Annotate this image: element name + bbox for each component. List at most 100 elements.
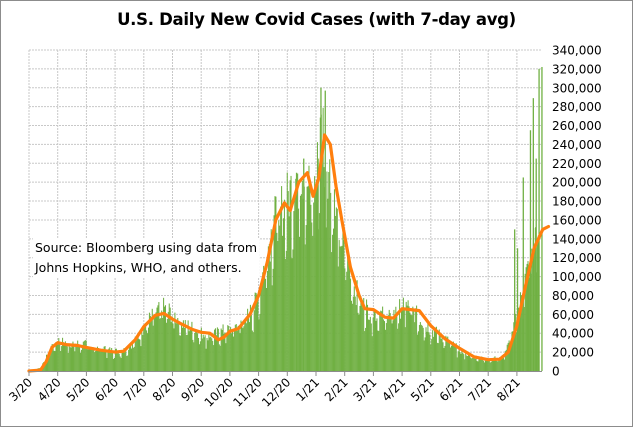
daily-case-bar bbox=[379, 313, 381, 371]
daily-case-bar bbox=[524, 273, 526, 371]
y-tick-label: 160,000 bbox=[552, 213, 602, 227]
daily-case-bar bbox=[392, 320, 394, 371]
daily-case-bar bbox=[57, 344, 59, 371]
daily-case-bar bbox=[81, 346, 83, 371]
daily-case-bar bbox=[486, 360, 488, 371]
daily-case-bar bbox=[531, 248, 533, 371]
daily-case-bar bbox=[439, 334, 441, 371]
daily-case-bar bbox=[332, 228, 335, 371]
daily-case-bar bbox=[409, 312, 411, 371]
daily-case-bar bbox=[69, 347, 71, 371]
seven-day-avg-line bbox=[27, 133, 551, 373]
daily-case-bar bbox=[377, 330, 379, 371]
daily-case-bar bbox=[142, 335, 144, 371]
daily-case-bar bbox=[64, 341, 66, 371]
daily-case-bar bbox=[430, 344, 432, 371]
y-tick-label: 60,000 bbox=[552, 308, 594, 322]
daily-case-bar bbox=[178, 322, 180, 371]
daily-case-bar bbox=[367, 319, 369, 371]
daily-case-bar bbox=[503, 359, 505, 371]
y-tick-label: 300,000 bbox=[552, 81, 602, 95]
daily-case-bar bbox=[95, 351, 97, 371]
daily-case-bar bbox=[242, 328, 244, 371]
daily-case-bar bbox=[390, 318, 392, 371]
daily-case-bar bbox=[337, 266, 339, 371]
daily-case-bar bbox=[410, 314, 412, 371]
daily-case-bar bbox=[464, 359, 466, 371]
daily-case-bar bbox=[154, 314, 156, 371]
daily-case-bar bbox=[75, 343, 77, 371]
daily-case-bar bbox=[138, 339, 140, 371]
daily-case-bar bbox=[276, 232, 278, 371]
daily-case-bar bbox=[79, 352, 82, 371]
daily-case-bar bbox=[400, 310, 403, 371]
x-tick-label: 6/21 bbox=[437, 375, 466, 404]
daily-case-bar bbox=[197, 338, 200, 371]
daily-case-bar bbox=[217, 328, 219, 371]
daily-case-bar bbox=[213, 345, 215, 371]
daily-case-bar bbox=[434, 330, 436, 371]
daily-case-bar bbox=[228, 326, 230, 371]
daily-case-bar bbox=[265, 278, 267, 371]
daily-case-bar bbox=[235, 324, 237, 371]
daily-case-bar bbox=[459, 351, 461, 371]
daily-case-bar bbox=[322, 107, 324, 371]
daily-case-bar bbox=[300, 194, 302, 371]
daily-case-bar bbox=[119, 356, 121, 371]
daily-case-bar bbox=[472, 355, 474, 371]
daily-case-bar bbox=[475, 355, 477, 371]
daily-case-bar bbox=[487, 360, 489, 371]
daily-case-bar bbox=[132, 347, 134, 371]
daily-case-bar bbox=[70, 347, 72, 371]
daily-case-bar bbox=[339, 246, 341, 371]
daily-case-bar bbox=[465, 350, 467, 371]
daily-case-bar bbox=[92, 347, 94, 371]
daily-case-bar bbox=[260, 288, 262, 371]
daily-case-bar bbox=[416, 305, 418, 371]
x-axis-ticks bbox=[28, 371, 518, 376]
daily-case-bar bbox=[287, 191, 289, 371]
daily-case-bar bbox=[456, 357, 458, 371]
daily-case-bar bbox=[126, 355, 128, 371]
daily-case-bar bbox=[428, 332, 430, 371]
daily-case-bar bbox=[278, 220, 280, 371]
daily-case-bar bbox=[118, 353, 120, 371]
daily-case-bar bbox=[383, 321, 386, 371]
daily-case-bar bbox=[161, 310, 163, 371]
daily-case-bar bbox=[423, 340, 425, 371]
daily-case-bar bbox=[494, 356, 496, 371]
daily-case-bar bbox=[53, 350, 55, 371]
daily-case-bar bbox=[99, 350, 101, 371]
daily-case-bar bbox=[145, 326, 147, 371]
x-tick-label: 5/21 bbox=[408, 375, 437, 404]
daily-case-bar bbox=[102, 351, 104, 371]
daily-case-bar bbox=[396, 315, 398, 371]
daily-case-bar bbox=[429, 334, 431, 371]
daily-case-bar bbox=[94, 352, 96, 371]
daily-case-bar bbox=[365, 327, 367, 371]
daily-case-bar bbox=[89, 346, 91, 371]
daily-case-bar bbox=[122, 351, 124, 371]
daily-case-bar bbox=[378, 330, 380, 371]
daily-case-bar bbox=[346, 271, 348, 371]
daily-case-bar bbox=[110, 352, 112, 371]
daily-case-bar bbox=[281, 186, 283, 371]
daily-case-bar bbox=[359, 305, 361, 371]
x-tick-label: 11/20 bbox=[230, 375, 264, 409]
daily-case-bar bbox=[227, 325, 229, 371]
daily-case-bar bbox=[518, 307, 520, 371]
daily-case-bar bbox=[259, 313, 261, 371]
daily-case-bar bbox=[218, 344, 220, 371]
daily-case-bar bbox=[413, 309, 415, 371]
daily-case-bar bbox=[404, 327, 406, 371]
daily-case-bar bbox=[78, 344, 80, 371]
daily-case-bar bbox=[248, 322, 251, 371]
daily-case-bar bbox=[61, 346, 63, 371]
daily-case-bar bbox=[267, 246, 269, 371]
daily-case-bar bbox=[82, 341, 84, 371]
daily-case-bar bbox=[117, 350, 119, 371]
daily-case-bar bbox=[116, 353, 118, 371]
daily-case-bar bbox=[96, 346, 99, 371]
daily-case-bar bbox=[86, 346, 88, 371]
daily-case-bar bbox=[47, 355, 49, 371]
